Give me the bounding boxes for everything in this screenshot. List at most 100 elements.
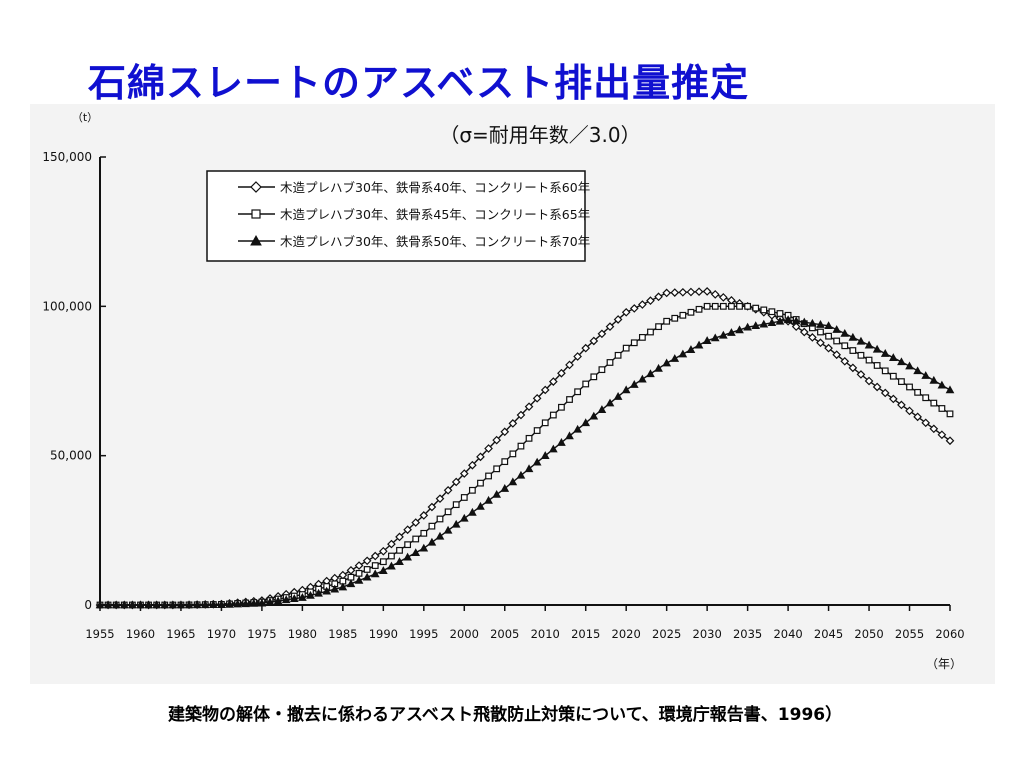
series-2-point — [671, 314, 679, 322]
x-tick-label: 1985 — [328, 627, 357, 641]
series-3-point — [184, 600, 194, 609]
series-2-point — [468, 486, 476, 494]
x-tick-label: 1955 — [85, 627, 114, 641]
series-2-point — [566, 396, 573, 403]
series-2-point — [938, 405, 946, 412]
series-3-point — [119, 600, 129, 609]
series-2-point — [549, 411, 557, 419]
series-3-point — [897, 357, 906, 366]
series-1-point — [492, 435, 502, 445]
series-3-point — [929, 375, 939, 384]
series-3-point — [468, 507, 477, 516]
series-1-point — [508, 419, 518, 428]
series-1-point — [476, 452, 485, 462]
series-2-point — [541, 419, 549, 427]
series-2-point — [881, 367, 889, 375]
series-2-point — [509, 450, 517, 458]
legend: 木造プレハブ30年、鉄骨系40年、コンクリート系60年木造プレハブ30年、鉄骨系… — [206, 170, 590, 262]
series-2-point — [590, 373, 598, 381]
series-1-point — [346, 566, 356, 575]
series-1-point — [816, 338, 825, 348]
series-2-point — [728, 302, 735, 310]
series-3-point — [718, 330, 728, 339]
series-1-point — [662, 288, 672, 298]
series-3-point — [888, 353, 898, 362]
series-3-point — [913, 366, 922, 375]
series-1-point — [419, 511, 429, 520]
series-3-point — [500, 483, 510, 492]
x-tick-label: 2050 — [854, 627, 883, 641]
series-1-point — [378, 546, 388, 556]
series-3-point — [751, 321, 761, 330]
series-2-point — [914, 388, 922, 396]
series-3-point — [516, 470, 526, 479]
series-1-point — [573, 352, 582, 361]
series-1-point — [468, 460, 477, 470]
series-2-point — [533, 427, 541, 434]
legend-label: 木造プレハブ30年、鉄骨系45年、コンクリート系65年 — [280, 207, 590, 222]
series-1-point — [840, 356, 850, 366]
x-axis-label: （年） — [926, 657, 962, 671]
x-tick-label: 2040 — [773, 627, 802, 641]
legend-label: 木造プレハブ30年、鉄骨系40年、コンクリート系60年 — [280, 180, 590, 195]
series-2-point — [865, 356, 873, 364]
series-1-point — [888, 394, 898, 404]
series-2-point — [703, 302, 711, 310]
series-2-point — [736, 302, 743, 310]
series-3-point — [654, 363, 663, 372]
series-3-point — [387, 561, 396, 570]
series-1-point — [403, 525, 412, 535]
x-tick-label: 1975 — [247, 627, 276, 641]
x-tick-label: 2005 — [490, 627, 519, 641]
series-3-point — [791, 316, 801, 325]
series-2-line — [100, 305, 951, 606]
series-3-point — [775, 316, 785, 325]
series-3-point — [192, 600, 202, 609]
series-2-point — [695, 305, 703, 313]
series-1-point — [362, 556, 372, 566]
series-1-point — [565, 360, 574, 370]
series-3-point — [378, 566, 388, 574]
x-tick-label: 2000 — [450, 627, 479, 641]
series-3-point — [443, 525, 453, 534]
series-3-point — [735, 325, 744, 334]
series-layer — [95, 287, 955, 610]
y-axis-label: （t） — [72, 111, 98, 124]
series-3-point — [427, 537, 437, 546]
x-tick-label: 2045 — [814, 627, 843, 641]
series-2-point — [825, 332, 832, 340]
series-3-point — [524, 464, 534, 473]
series-2-point — [379, 558, 387, 566]
series-2-point — [833, 337, 841, 345]
series-2-point — [873, 362, 881, 369]
series-2-point — [371, 562, 379, 569]
series-2-point — [889, 372, 897, 380]
series-1-point — [540, 385, 550, 395]
series-2-point — [817, 328, 824, 336]
series-3-point — [605, 398, 615, 407]
series-3-point — [759, 319, 769, 328]
series-3-point — [783, 315, 793, 324]
series-1-point — [459, 469, 469, 478]
series-1-point — [727, 296, 736, 305]
series-3-point — [281, 595, 291, 604]
series-3-point — [702, 336, 712, 344]
series-3-point — [840, 328, 850, 337]
series-2-point — [355, 569, 363, 577]
series-1-point — [484, 444, 493, 453]
series-1-point — [945, 436, 955, 446]
y-tick-label: 0 — [84, 598, 92, 612]
series-2-point — [558, 403, 565, 411]
series-3-point — [95, 600, 105, 609]
x-tick-label: 2030 — [693, 627, 722, 641]
series-2-point — [614, 351, 622, 359]
series-2-point — [946, 410, 954, 418]
series-3-point — [557, 437, 566, 446]
series-3-point — [136, 600, 145, 609]
series-3-point — [808, 318, 817, 327]
series-3-point — [743, 322, 752, 331]
series-1-point — [581, 343, 591, 353]
series-3-point — [694, 340, 704, 349]
axes — [99, 157, 950, 606]
